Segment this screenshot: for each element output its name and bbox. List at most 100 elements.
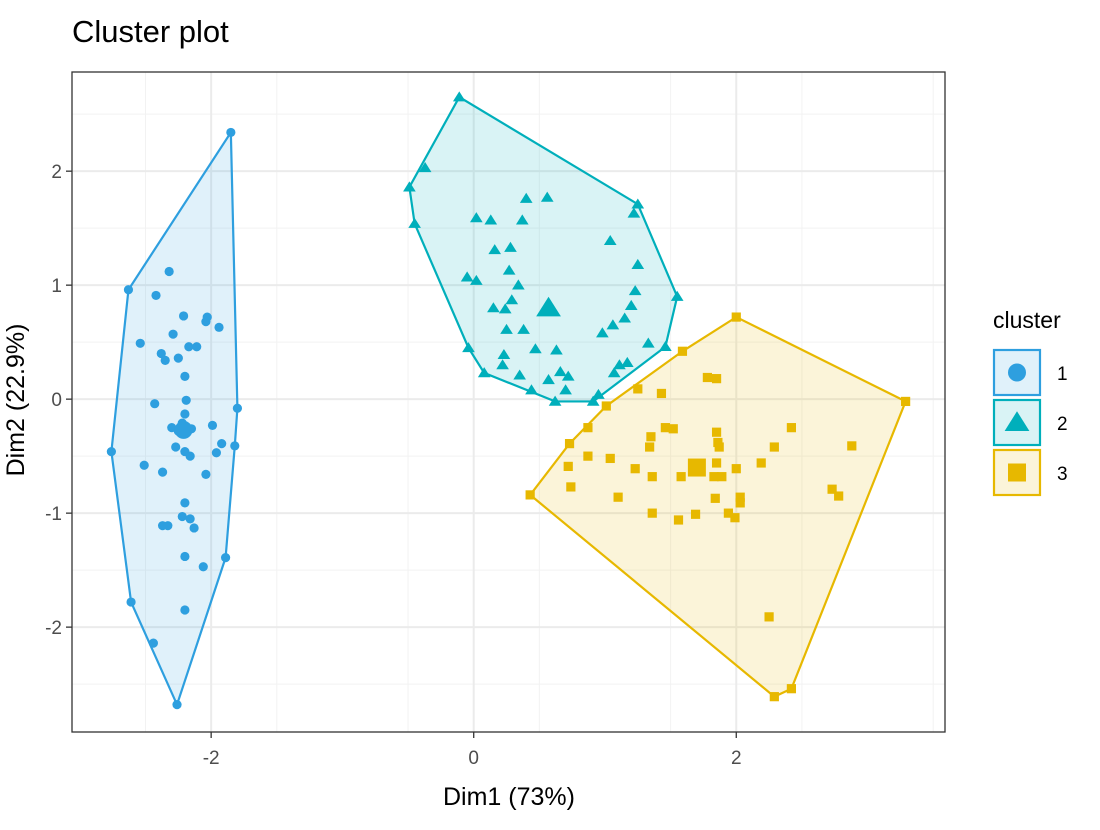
data-point: [645, 442, 655, 452]
data-point: [470, 212, 483, 223]
data-point: [230, 441, 240, 451]
data-point: [613, 359, 626, 370]
data-point: [660, 423, 670, 433]
data-point: [563, 461, 573, 472]
cluster-centroid: [687, 458, 706, 477]
data-point: [769, 692, 779, 702]
data-point: [180, 605, 190, 615]
x-axis: -2 0 2: [203, 732, 742, 769]
data-point: [613, 492, 623, 502]
data-point: [670, 290, 684, 301]
data-point: [135, 338, 145, 348]
data-point: [232, 403, 243, 413]
chart-title: Cluster plot: [72, 14, 229, 49]
data-point: [554, 366, 567, 377]
data-point: [408, 217, 421, 228]
data-point: [150, 399, 160, 409]
data-point: [198, 562, 208, 572]
data-point: [596, 327, 609, 338]
data-point: [462, 342, 475, 353]
data-point: [564, 439, 575, 449]
data-point: [500, 323, 513, 334]
data-point: [676, 472, 686, 482]
data-point: [202, 312, 212, 322]
data-point: [540, 191, 554, 202]
data-point: [525, 490, 535, 500]
data-point: [173, 353, 183, 363]
plot-panel: [71, 71, 946, 733]
data-point: [786, 423, 797, 433]
data-point: [505, 294, 519, 305]
data-point: [717, 472, 727, 482]
data-point: [714, 442, 724, 452]
data-point: [488, 244, 502, 255]
triangle-icon: [1004, 411, 1030, 431]
cluster-3-points: [525, 312, 911, 702]
data-point: [764, 612, 774, 622]
data-point: [497, 348, 511, 360]
data-point: [487, 302, 500, 313]
panel-border: [71, 71, 946, 733]
data-point: [498, 303, 512, 314]
x-tick-label: -2: [203, 748, 220, 769]
data-point: [217, 439, 227, 449]
data-point: [123, 285, 134, 295]
legend-item-2: 2: [992, 398, 1068, 447]
data-point: [178, 311, 189, 321]
data-point: [512, 279, 525, 290]
data-point: [180, 409, 190, 419]
data-point: [756, 458, 766, 468]
data-point: [559, 384, 572, 395]
data-point: [184, 342, 194, 352]
data-point: [418, 162, 432, 173]
data-point: [180, 551, 190, 562]
data-point: [211, 448, 222, 458]
data-point: [668, 424, 678, 434]
data-point: [583, 423, 593, 433]
y-axis: -2 -1 0 1 2: [45, 162, 72, 639]
data-point: [157, 467, 168, 477]
x-axis-label: Dim1 (73%): [443, 783, 575, 811]
data-point: [583, 451, 593, 461]
data-point: [185, 451, 195, 461]
data-point: [496, 359, 509, 370]
data-point: [172, 700, 182, 710]
data-point: [452, 91, 466, 102]
data-point: [477, 367, 491, 378]
data-point: [207, 420, 218, 430]
data-point: [164, 266, 174, 277]
data-point: [163, 521, 173, 531]
legend: cluster 1 2 3: [992, 307, 1068, 497]
data-point: [647, 508, 657, 518]
legend-label: 1: [1057, 364, 1068, 385]
y-tick-label: 0: [51, 390, 62, 411]
data-point: [647, 472, 657, 482]
data-point: [484, 214, 498, 225]
data-point: [709, 472, 719, 482]
data-point: [151, 290, 161, 301]
circle-icon: [1008, 363, 1026, 382]
square-icon: [1008, 463, 1026, 482]
legend-title: cluster: [993, 307, 1061, 333]
data-point: [517, 323, 530, 334]
data-point: [126, 597, 136, 607]
data-point: [633, 384, 643, 394]
data-point: [561, 370, 575, 381]
cluster-centroid: [174, 420, 193, 439]
x-tick-label: 0: [468, 748, 479, 769]
data-point: [723, 508, 733, 518]
data-point: [550, 344, 563, 355]
data-point: [620, 356, 634, 367]
data-point: [181, 395, 191, 405]
data-point: [502, 264, 516, 275]
data-point: [180, 371, 190, 381]
data-point: [515, 214, 529, 225]
data-point: [631, 198, 645, 209]
data-point: [646, 432, 656, 442]
data-point: [735, 498, 745, 508]
data-point: [226, 127, 236, 138]
data-point: [711, 458, 722, 468]
y-axis-label: Dim2 (22.9%): [2, 324, 30, 477]
data-point: [605, 453, 615, 464]
